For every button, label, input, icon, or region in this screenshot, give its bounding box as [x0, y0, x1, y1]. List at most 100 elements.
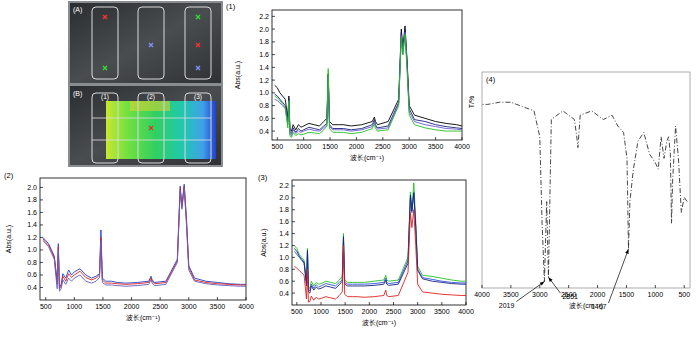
- y-tick: [40, 212, 43, 213]
- y-tick: [272, 41, 275, 42]
- y-tick-label: 1.8: [259, 38, 269, 45]
- y-tick-label: 2.0: [279, 194, 289, 201]
- grid-line: [92, 118, 211, 119]
- x-tick: [74, 297, 75, 300]
- y-tick: [40, 262, 43, 263]
- annotation-arrow: [608, 249, 628, 303]
- x-tick: [369, 302, 370, 305]
- x-tick-label: 500: [40, 303, 52, 310]
- plot-frame: [40, 178, 246, 300]
- grid-line: [92, 140, 211, 141]
- x-tick: [655, 285, 656, 288]
- y-tick: [272, 80, 275, 81]
- x-tick: [510, 285, 511, 288]
- y-tick: [292, 233, 295, 234]
- y-tick-label: 1.8: [27, 196, 37, 203]
- x-tick-label: 4000: [454, 143, 470, 150]
- y-tick: [272, 67, 275, 68]
- region-outline: [138, 7, 164, 79]
- y-tick-label: 1.2: [259, 77, 269, 84]
- figure: (A)(B)(1)(2)(3)5001000150020002500300035…: [0, 0, 697, 339]
- x-tick: [277, 137, 278, 140]
- x-tick-label: 1000: [67, 303, 83, 310]
- cross-marker: [196, 66, 200, 70]
- spectrum-line: [275, 32, 462, 135]
- x-tick: [356, 137, 357, 140]
- y-axis-label: Abs(a.u.): [234, 61, 242, 89]
- x-tick-label: 1500: [337, 308, 353, 315]
- x-tick: [217, 297, 218, 300]
- x-tick-label: 3500: [503, 291, 519, 298]
- x-tick-label: 3500: [210, 303, 226, 310]
- y-tick: [272, 131, 275, 132]
- y-tick-label: 0.6: [279, 278, 289, 285]
- x-tick-label: 3000: [410, 308, 426, 315]
- column-label: (2): [147, 93, 155, 101]
- x-tick-label: 2500: [386, 308, 402, 315]
- x-tick: [303, 137, 304, 140]
- x-tick-label: 500: [271, 143, 283, 150]
- cross-marker: [196, 15, 200, 19]
- y-tick: [292, 269, 295, 270]
- x-tick: [568, 285, 569, 288]
- x-tick: [321, 302, 322, 305]
- y-tick-label: 0.4: [279, 290, 289, 297]
- y-tick: [272, 16, 275, 17]
- y-tick-label: 1.8: [279, 206, 289, 213]
- plot-area: [294, 183, 466, 302]
- spectrum-line: [294, 183, 466, 288]
- y-tick: [40, 249, 43, 250]
- y-tick-label: 1.4: [279, 230, 289, 237]
- y-tick-label: 1.6: [279, 218, 289, 225]
- column-label: (3): [194, 93, 202, 101]
- x-tick: [102, 297, 103, 300]
- annotation-arrowhead: [625, 248, 630, 253]
- y-tick-label: 0.4: [259, 128, 269, 135]
- x-tick: [466, 302, 467, 305]
- x-axis-label: 波长(cm⁻¹): [362, 319, 396, 327]
- x-tick-label: 500: [678, 291, 690, 298]
- panel-label: (B): [73, 90, 82, 98]
- spectrum-line: [275, 26, 462, 131]
- annotation-label: 2019: [499, 302, 515, 309]
- y-tick: [292, 281, 295, 282]
- spectrum-line: [294, 193, 466, 293]
- x-tick: [131, 297, 132, 300]
- chart-title: (4): [486, 75, 496, 84]
- micrograph-a: [70, 3, 221, 83]
- chart: 50010001500200025003000350040000.40.60.8…: [226, 2, 470, 162]
- x-tick-label: 2000: [349, 143, 365, 150]
- y-axis-label: T/%: [468, 96, 475, 108]
- cross-marker: [196, 43, 200, 47]
- annotation-label: 1467: [591, 303, 607, 310]
- region-outline: [138, 93, 164, 163]
- y-tick-label: 1.0: [279, 254, 289, 261]
- plot-frame: [292, 180, 466, 305]
- y-tick-label: 0.6: [27, 271, 37, 278]
- x-tick-label: 3000: [401, 143, 417, 150]
- plot-area: [43, 184, 246, 291]
- x-tick: [296, 302, 297, 305]
- plot-frame: [272, 10, 462, 140]
- y-tick: [40, 237, 43, 238]
- y-tick-label: 2.0: [259, 26, 269, 33]
- y-tick-label: 0.8: [279, 266, 289, 273]
- x-tick-label: 2000: [590, 291, 606, 298]
- panel-label: (A): [73, 6, 82, 14]
- x-tick-label: 3500: [428, 143, 444, 150]
- spectrum-line: [482, 102, 687, 281]
- x-tick-label: 1500: [619, 291, 635, 298]
- y-tick: [292, 209, 295, 210]
- x-tick-label: 2500: [152, 303, 168, 310]
- image-panel: (A)(B)(1)(2)(3): [68, 1, 223, 167]
- x-tick: [345, 302, 346, 305]
- x-tick: [435, 137, 436, 140]
- y-tick: [272, 105, 275, 106]
- x-tick: [597, 285, 598, 288]
- plot-frame: [482, 72, 690, 288]
- annotation-arrowhead: [540, 280, 546, 286]
- spectrum-line: [294, 210, 466, 302]
- annotation-label: 2851: [562, 293, 578, 300]
- spectrum-line: [275, 34, 462, 137]
- heatmap: [106, 101, 216, 159]
